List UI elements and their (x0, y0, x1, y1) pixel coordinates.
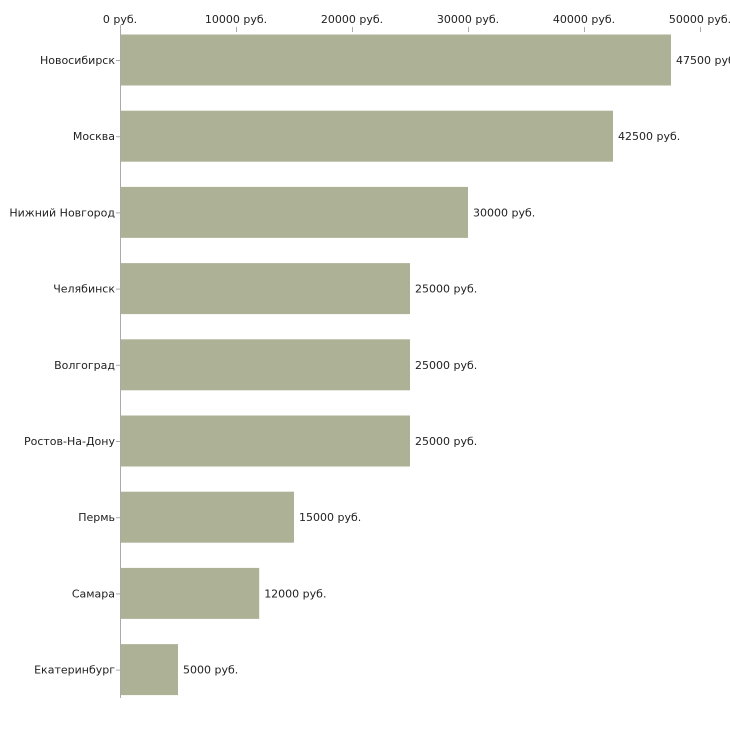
x-tick-label: 20000 руб. (321, 13, 383, 26)
value-label: 25000 руб. (415, 435, 477, 448)
category-label: Челябинск (53, 283, 115, 296)
category-label: Ростов-На-Дону (24, 435, 115, 448)
category-label: Пермь (78, 511, 115, 524)
bar (121, 491, 294, 543)
value-label: 47500 руб. (676, 54, 730, 67)
value-label: 42500 руб. (618, 130, 680, 143)
x-tick-label: 50000 руб. (669, 13, 730, 26)
category-labels: Новосибирск Москва Нижний Новгород Челябинс… (9, 54, 120, 677)
bar (121, 263, 410, 315)
category-label: Волгоград (54, 359, 115, 372)
value-label: 30000 руб. (473, 206, 535, 219)
value-label: 25000 руб. (415, 359, 477, 372)
bar (121, 644, 178, 696)
x-axis-ticks: 0 руб. 10000 руб. 20000 руб. 30000 руб. 4000… (103, 13, 730, 32)
x-tick-label: 0 руб. (103, 13, 137, 26)
x-tick-label: 30000 руб. (437, 13, 499, 26)
bar (121, 567, 260, 619)
bar (121, 339, 410, 391)
category-label: Самара (72, 587, 115, 600)
bar (121, 415, 410, 467)
bar (121, 110, 613, 162)
value-label: 5000 руб. (183, 664, 238, 677)
bar (121, 186, 468, 238)
category-label: Екатеринбург (34, 664, 115, 677)
category-label: Нижний Новгород (9, 206, 115, 219)
value-label: 12000 руб. (264, 587, 326, 600)
value-label: 25000 руб. (415, 283, 477, 296)
x-tick-label: 10000 руб. (205, 13, 267, 26)
category-label: Москва (73, 130, 115, 143)
x-tick-label: 40000 руб. (553, 13, 615, 26)
category-label: Новосибирск (40, 54, 115, 67)
bar (121, 34, 671, 86)
bars (121, 34, 671, 696)
value-label: 15000 руб. (299, 511, 361, 524)
value-labels: 47500 руб. 42500 руб. 30000 руб. 25000 руб.… (183, 54, 730, 677)
